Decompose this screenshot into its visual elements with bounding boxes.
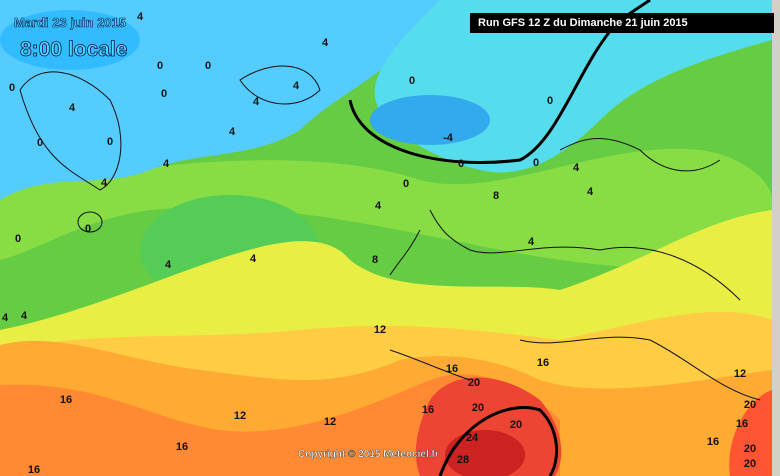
contour-label: 20 <box>744 443 756 455</box>
coastline <box>389 137 741 301</box>
contour-label: 20 <box>744 458 756 470</box>
contour-label: 4 <box>165 259 172 271</box>
contour-label: 20 <box>468 377 480 389</box>
twenty-contour <box>438 406 559 476</box>
contour-label: 0 <box>9 82 15 94</box>
contour-label: 0 <box>161 88 167 100</box>
contour-label: 0 <box>533 157 539 169</box>
contour-label: 20 <box>510 419 522 431</box>
coastline <box>77 211 103 233</box>
run-text: Run GFS 12 Z du Dimanche 21 juin 2015 <box>478 17 688 29</box>
contour-label: 4 <box>2 312 9 324</box>
field-band <box>445 430 525 476</box>
contour-label: 4 <box>229 126 236 138</box>
contour-label: 0 <box>157 60 163 72</box>
contour-label: 12 <box>324 416 336 428</box>
contour-label: 12 <box>734 368 746 380</box>
frame-strip <box>772 0 780 476</box>
copyright: Copyright © 2015 Meteociel.fr <box>298 449 439 460</box>
contour-label: 16 <box>736 418 748 430</box>
run-banner <box>470 13 774 33</box>
contour-label: 16 <box>28 464 40 476</box>
contour-label: 4 <box>322 37 329 49</box>
contour-label: 12 <box>374 324 386 336</box>
contour-label: 0 <box>409 75 415 87</box>
field-band <box>370 95 490 145</box>
contour-label: 4 <box>587 186 594 198</box>
contour-label: 4 <box>573 162 580 174</box>
contour-label: 16 <box>537 357 549 369</box>
contour-label: 16 <box>176 441 188 453</box>
date-text: Mardi 23 juin 2015 <box>14 15 126 30</box>
contour-label: 8 <box>493 190 499 202</box>
contour-label: 4 <box>137 11 144 23</box>
field-band <box>0 148 772 269</box>
coastline <box>239 65 321 105</box>
contour-label: -4 <box>443 132 454 144</box>
contour-label: 4 <box>21 310 28 322</box>
contour-label: 0 <box>15 233 21 245</box>
time-text: 8:00 locale <box>20 38 127 61</box>
contour-label: 20 <box>744 399 756 411</box>
field-band <box>0 10 140 70</box>
contour-label: 4 <box>253 96 260 108</box>
contour-label: 4 <box>250 253 257 265</box>
contour-label: 0 <box>37 137 43 149</box>
contour-label: 4 <box>101 177 108 189</box>
contour-label: 4 <box>69 102 76 114</box>
contour-label: 4 <box>528 236 535 248</box>
contour-label: 0 <box>458 158 464 170</box>
coastline <box>389 336 761 401</box>
contour-label: 0 <box>403 178 409 190</box>
contour-label: 0 <box>85 223 91 235</box>
contour-label: 20 <box>472 402 484 414</box>
contour-label: 0 <box>205 60 211 72</box>
contour-label: 24 <box>466 432 479 444</box>
contour-label: 16 <box>60 394 72 406</box>
contour-label: 12 <box>234 410 246 422</box>
contour-label: 4 <box>163 158 170 170</box>
field-band <box>729 390 772 476</box>
contour-label: 16 <box>707 436 719 448</box>
contour-label: 16 <box>446 363 458 375</box>
contour-label: 28 <box>457 454 469 466</box>
contour-label: 0 <box>107 136 113 148</box>
contour-label: 16 <box>422 404 434 416</box>
contour-label: 4 <box>375 200 382 212</box>
coastline <box>19 71 122 191</box>
zero-contour <box>348 0 651 164</box>
contour-label: 0 <box>547 95 553 107</box>
contour-label: 4 <box>293 80 300 92</box>
contour-label: 8 <box>372 254 378 266</box>
